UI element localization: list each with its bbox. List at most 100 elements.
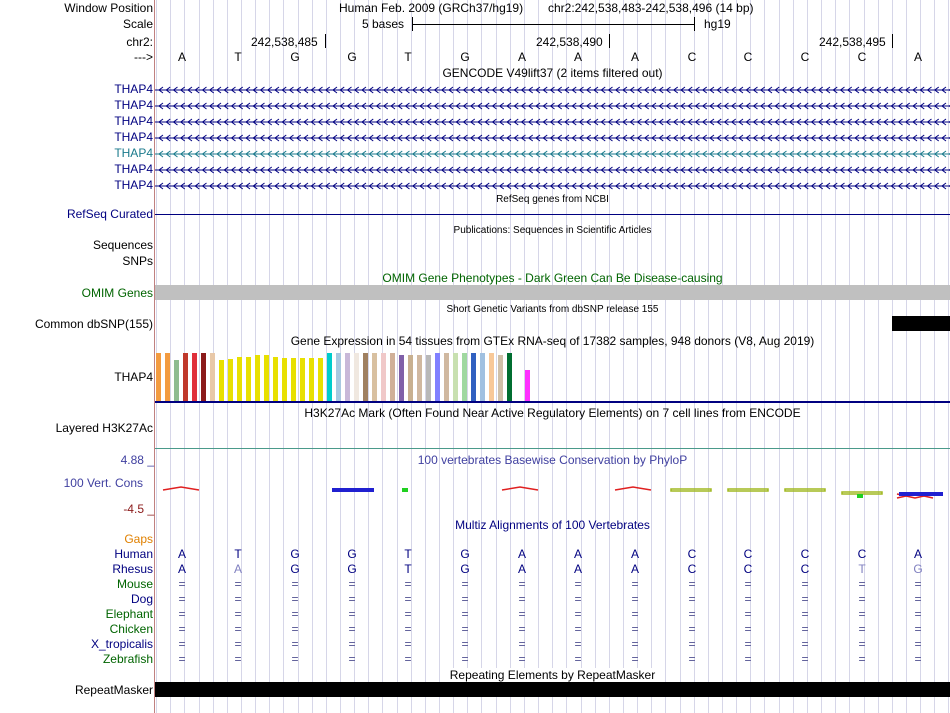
multiz-track-title[interactable]: Multiz Alignments of 100 Vertebrates (455, 518, 650, 532)
gtex-tissue-bar[interactable] (300, 358, 305, 401)
species-label[interactable]: Chicken (109, 622, 153, 636)
gtex-tissue-bar[interactable] (255, 355, 260, 401)
repeatmasker-feature[interactable] (155, 682, 950, 697)
gtex-tissue-bar[interactable] (210, 353, 215, 401)
gencode-transcript-label[interactable]: THAP4 (114, 114, 153, 128)
gtex-tissue-bar[interactable] (417, 355, 422, 401)
gtex-tissue-bar[interactable] (372, 353, 377, 401)
grid-line (226, 0, 228, 713)
species-label[interactable]: Human (114, 547, 153, 561)
species-label[interactable]: Rhesus (112, 562, 153, 576)
alignment-base: = (291, 637, 299, 651)
gtex-tissue-bar[interactable] (318, 358, 323, 401)
gtex-tissue-bar[interactable] (525, 370, 530, 401)
h3k27ac-track-label[interactable]: Layered H3K27Ac (55, 421, 153, 435)
dbsnp-feature[interactable] (892, 316, 950, 331)
gencode-transcript-label[interactable]: THAP4 (114, 146, 153, 160)
sequence-base: A (913, 50, 922, 64)
species-label[interactable]: Mouse (116, 577, 153, 591)
gencode-transcript-line[interactable] (155, 149, 950, 159)
gtex-tissue-bar[interactable] (237, 357, 242, 401)
snps-track-label[interactable]: SNPs (122, 254, 153, 268)
omim-feature[interactable] (155, 285, 950, 300)
gtex-tissue-bar[interactable] (471, 353, 476, 401)
gtex-tissue-bar[interactable] (282, 358, 287, 401)
gtex-tissue-bar[interactable] (156, 353, 161, 401)
gtex-tissue-bar[interactable] (336, 353, 341, 401)
h3k27ac-track-title[interactable]: H3K27Ac Mark (Often Found Near Active Re… (304, 406, 801, 420)
gtex-tissue-bar[interactable] (426, 355, 431, 401)
gencode-transcript-line[interactable] (155, 85, 950, 95)
gencode-transcript-label[interactable]: THAP4 (114, 178, 153, 192)
dbsnp-track-title[interactable]: Short Genetic Variants from dbSNP releas… (446, 304, 659, 315)
species-label[interactable]: Zebrafish (102, 652, 153, 666)
window-position[interactable]: chr2:242,538,483-242,538,496 (14 bp) (548, 1, 754, 15)
species-label[interactable]: Elephant (105, 607, 153, 621)
gencode-transcript-line[interactable] (155, 133, 950, 143)
dbsnp-track-label[interactable]: Common dbSNP(155) (34, 317, 153, 331)
gencode-transcript-line[interactable] (155, 181, 950, 191)
gtex-tissue-bar[interactable] (192, 353, 197, 401)
gtex-tissue-bar[interactable] (381, 353, 386, 401)
scale-label: Scale (122, 17, 153, 31)
gtex-tissue-bar[interactable] (399, 355, 404, 401)
gtex-tissue-bar[interactable] (309, 358, 314, 401)
alignment-base: = (518, 577, 526, 591)
gtex-tissue-bar[interactable] (363, 353, 368, 401)
refseq-track-label[interactable]: RefSeq Curated (66, 207, 153, 221)
alignment-base: = (858, 607, 866, 621)
phylop-track-title[interactable]: 100 vertebrates Basewise Conservation by… (417, 453, 688, 467)
gencode-transcript-label[interactable]: THAP4 (114, 130, 153, 144)
gtex-tissue-bar[interactable] (183, 353, 188, 401)
gtex-tissue-bar[interactable] (444, 353, 449, 401)
gtex-tissue-bar[interactable] (291, 358, 296, 401)
species-label[interactable]: Dog (130, 592, 153, 606)
gtex-tissue-bar[interactable] (435, 353, 440, 401)
omim-track-title[interactable]: OMIM Gene Phenotypes - Dark Green Can Be… (382, 271, 723, 285)
gtex-tissue-bar[interactable] (507, 353, 512, 401)
gtex-tissue-bar[interactable] (228, 359, 233, 401)
repeatmasker-track-title[interactable]: Repeating Elements by RepeatMasker (155, 668, 950, 682)
gtex-bar-chart[interactable] (155, 349, 545, 401)
gtex-track-title[interactable]: Gene Expression in 54 tissues from GTEx … (290, 334, 815, 348)
alignment-base: = (178, 592, 186, 606)
gtex-tissue-bar[interactable] (453, 353, 458, 401)
gencode-transcript-line[interactable] (155, 101, 950, 111)
gtex-track-label[interactable]: THAP4 (114, 370, 153, 384)
alignment-base: = (461, 592, 469, 606)
species-label[interactable]: X_tropicalis (90, 637, 153, 651)
gtex-tissue-bar[interactable] (480, 353, 485, 401)
gtex-tissue-bar[interactable] (516, 353, 521, 401)
gtex-tissue-bar[interactable] (174, 360, 179, 401)
publications-track-title[interactable]: Publications: Sequences in Scientific Ar… (453, 225, 652, 236)
alignment-base: = (574, 577, 582, 591)
gtex-tissue-bar[interactable] (273, 357, 278, 401)
phylop-track-label[interactable]: 100 Vert. Cons (63, 476, 143, 490)
gtex-tissue-bar[interactable] (390, 353, 395, 401)
gtex-tissue-bar[interactable] (219, 360, 224, 401)
gtex-tissue-bar[interactable] (165, 353, 170, 401)
gencode-transcript-line[interactable] (155, 117, 950, 127)
gtex-tissue-bar[interactable] (408, 355, 413, 401)
gtex-tissue-bar[interactable] (354, 353, 359, 401)
repeatmasker-track-label[interactable]: RepeatMasker (74, 683, 153, 697)
gtex-tissue-bar[interactable] (345, 353, 350, 401)
gtex-tissue-bar[interactable] (201, 353, 206, 401)
gencode-transcript-label[interactable]: THAP4 (114, 98, 153, 112)
gtex-tissue-bar[interactable] (264, 355, 269, 401)
grid-line (863, 0, 865, 713)
gencode-transcript-label[interactable]: THAP4 (114, 162, 153, 176)
refseq-track-title[interactable]: RefSeq genes from NCBI (496, 194, 609, 205)
gtex-tissue-bar[interactable] (246, 357, 251, 401)
gencode-transcript-label[interactable]: THAP4 (114, 82, 153, 96)
gencode-transcript-line[interactable] (155, 165, 950, 175)
publications-track-label[interactable]: Sequences (92, 238, 153, 252)
gtex-tissue-bar[interactable] (489, 353, 494, 401)
tick-mark (892, 34, 893, 48)
omim-track-label[interactable]: OMIM Genes (81, 286, 153, 300)
alignment-base: C (743, 547, 753, 561)
gtex-tissue-bar[interactable] (327, 353, 332, 401)
gtex-tissue-bar[interactable] (498, 355, 503, 401)
gencode-track-title[interactable]: GENCODE V49lift37 (2 items filtered out) (442, 66, 663, 80)
gtex-tissue-bar[interactable] (462, 353, 467, 401)
